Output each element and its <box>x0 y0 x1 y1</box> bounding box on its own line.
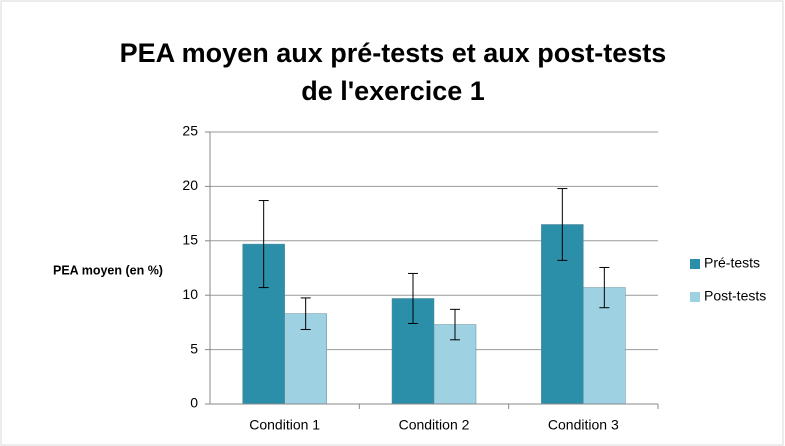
legend-swatch <box>690 292 700 302</box>
y-tick-label: 0 <box>190 395 198 411</box>
legend-label: Post-tests <box>704 288 766 304</box>
y-tick-label: 15 <box>182 232 198 248</box>
x-tick-label: Condition 3 <box>548 417 619 433</box>
chart-title: PEA moyen aux pré-tests et aux post-test… <box>120 38 667 68</box>
y-tick-label: 25 <box>182 123 198 139</box>
legend-swatch <box>690 259 700 269</box>
y-tick-label: 20 <box>182 177 198 193</box>
y-axis-label: PEA moyen (en %) <box>53 263 163 277</box>
chart-title: de l'exercice 1 <box>301 76 485 106</box>
x-tick-label: Condition 1 <box>249 417 320 433</box>
y-tick-label: 10 <box>182 286 198 302</box>
y-tick-label: 5 <box>190 340 198 356</box>
legend-label: Pré-tests <box>704 255 760 271</box>
x-tick-label: Condition 2 <box>399 417 470 433</box>
